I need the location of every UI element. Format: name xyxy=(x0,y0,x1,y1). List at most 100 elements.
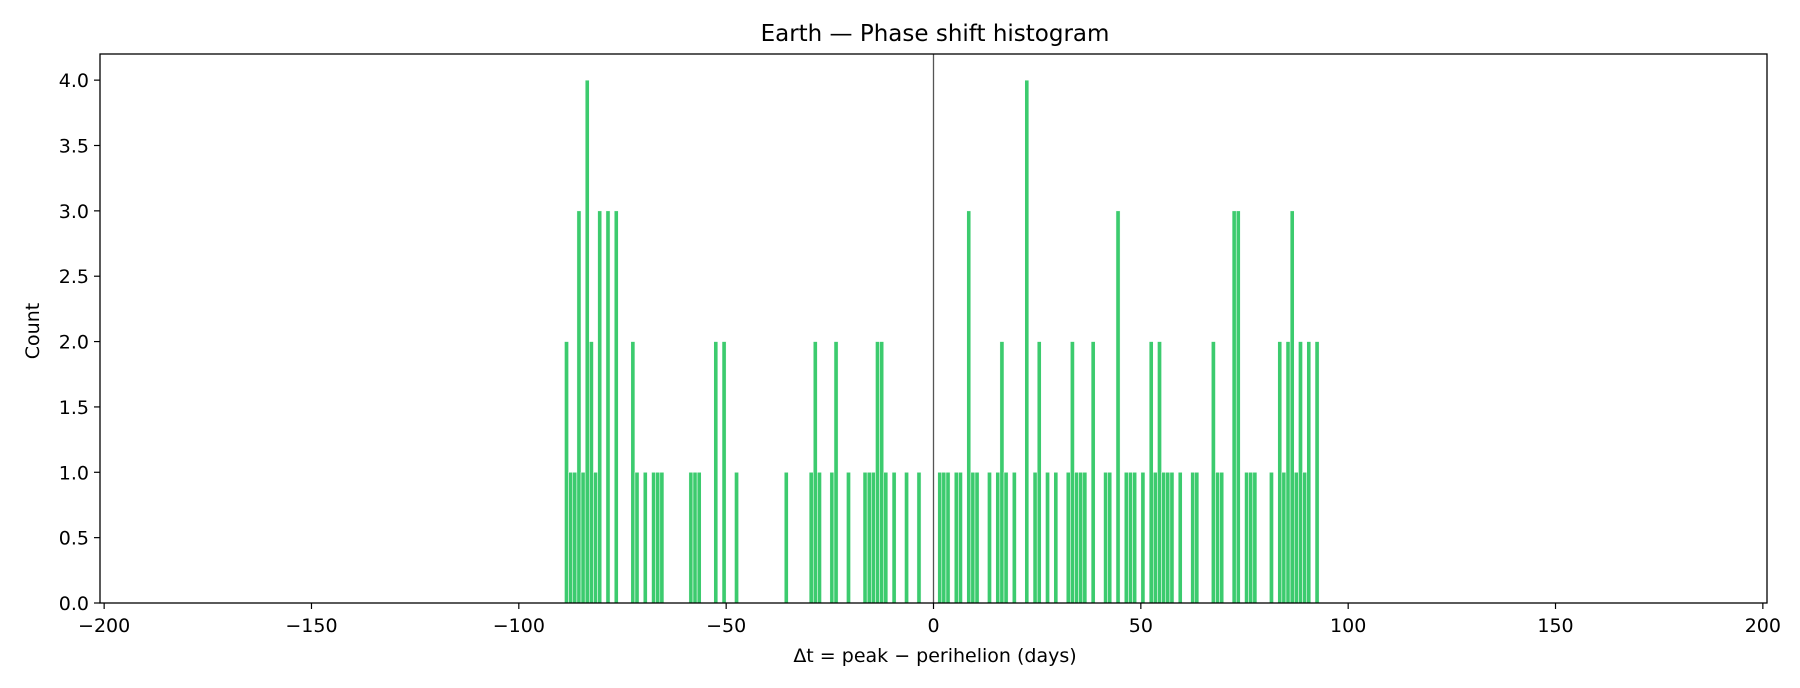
histogram-bar xyxy=(1298,341,1303,604)
histogram-bar xyxy=(941,472,947,604)
histogram-bar xyxy=(999,341,1005,604)
histogram-bar xyxy=(564,341,569,604)
histogram-bar xyxy=(1024,79,1030,604)
x-tick-label: −150 xyxy=(285,615,337,637)
histogram-bar xyxy=(721,341,727,604)
histogram-bar xyxy=(1132,472,1137,604)
histogram-bar xyxy=(1070,341,1075,604)
histogram-bar xyxy=(1169,472,1175,604)
histogram-bar xyxy=(1281,472,1287,604)
histogram-bar xyxy=(1161,472,1166,604)
histogram-bar xyxy=(904,472,909,604)
histogram-bar xyxy=(1078,472,1084,604)
histogram-bar xyxy=(1036,341,1042,604)
histogram-bar xyxy=(1165,472,1171,604)
histogram-bar xyxy=(953,472,959,604)
y-tick-label: 2.5 xyxy=(59,266,89,288)
histogram-bar xyxy=(593,472,598,604)
histogram-bar xyxy=(696,472,702,604)
histogram-bar xyxy=(883,472,889,604)
histogram-bar xyxy=(862,472,868,604)
histogram-bar xyxy=(1090,341,1096,604)
histogram-bar xyxy=(833,341,839,604)
histogram-bar xyxy=(1053,472,1059,604)
histogram-bar xyxy=(1103,472,1108,604)
histogram-bar xyxy=(692,472,698,604)
histogram-bar xyxy=(1107,472,1113,604)
histogram-bar xyxy=(1115,210,1121,604)
histogram-bar xyxy=(1003,472,1009,604)
histogram-bar xyxy=(871,472,876,604)
histogram-bar xyxy=(576,210,582,604)
histogram-bar xyxy=(1074,472,1079,604)
histogram-bar xyxy=(655,472,661,604)
histogram-bar xyxy=(970,472,976,604)
histogram-bar xyxy=(1211,341,1216,604)
x-tick-label: −100 xyxy=(493,615,545,637)
y-tick-label: 0.0 xyxy=(59,593,89,615)
histogram-bar xyxy=(783,472,789,604)
histogram-bar xyxy=(916,472,922,604)
histogram-bar xyxy=(1140,472,1146,604)
x-tick-label: −50 xyxy=(706,615,746,637)
y-axis-label: Count xyxy=(22,303,44,359)
histogram-bar xyxy=(713,341,719,604)
x-axis-label: Δt = peak − perihelion (days) xyxy=(793,645,1076,667)
y-tick-label: 4.0 xyxy=(59,70,89,92)
histogram-bar xyxy=(829,472,835,604)
histogram-bar xyxy=(1124,472,1129,604)
histogram-bar xyxy=(1153,472,1158,604)
x-tick-label: 0 xyxy=(927,615,939,637)
histogram-bar xyxy=(659,472,665,604)
histogram-bar xyxy=(808,472,814,604)
histogram-bar xyxy=(1128,472,1133,604)
histogram-bar xyxy=(1289,210,1295,604)
histogram-bar xyxy=(945,472,951,604)
histogram-bar xyxy=(605,210,611,604)
histogram-bar xyxy=(642,472,648,604)
histogram-bar xyxy=(891,472,897,604)
y-tick-label: 3.0 xyxy=(59,201,89,223)
histogram-bar xyxy=(1244,472,1249,604)
y-tick-label: 2.0 xyxy=(59,332,89,354)
histogram-bar xyxy=(966,210,972,604)
histogram-bar xyxy=(879,341,884,604)
histogram-bar xyxy=(688,472,694,604)
bars-group xyxy=(564,79,1320,604)
histogram-bar xyxy=(1302,472,1307,604)
x-tick-label: 200 xyxy=(1745,615,1781,637)
histogram-bar xyxy=(987,472,992,604)
y-tick-label: 1.0 xyxy=(59,462,89,484)
histogram-bar xyxy=(1045,472,1050,604)
histogram-bar xyxy=(1219,472,1225,604)
x-tick-label: −200 xyxy=(78,615,130,637)
histogram-bar xyxy=(1215,472,1220,604)
histogram-bar xyxy=(1248,472,1254,604)
y-tick-label: 0.5 xyxy=(59,528,89,550)
histogram-bar xyxy=(875,341,880,604)
histogram-bar xyxy=(568,472,573,604)
histogram-bar xyxy=(995,472,1001,604)
histogram-bar xyxy=(580,472,586,604)
histogram-bar xyxy=(634,472,640,604)
x-tick-label: 100 xyxy=(1330,615,1366,637)
histogram-bar xyxy=(846,472,851,604)
chart-title: Earth — Phase shift histogram xyxy=(761,21,1110,47)
histogram-bar xyxy=(589,341,594,604)
histogram-bar xyxy=(1157,341,1162,604)
histogram-bar xyxy=(1032,472,1038,604)
histogram-bar xyxy=(1252,472,1258,604)
histogram-bar xyxy=(630,341,636,604)
histogram-bar xyxy=(866,472,872,604)
histogram-bar xyxy=(1269,472,1274,604)
histogram-bar xyxy=(613,210,619,604)
histogram-bar xyxy=(1065,472,1071,604)
histogram-bar xyxy=(817,472,822,604)
histogram-bar xyxy=(572,472,578,604)
x-axis-ticks: −200 −150 −100 −50 0 50 100 150 200 xyxy=(78,603,1781,637)
histogram-bar xyxy=(734,472,739,604)
histogram-bar xyxy=(584,79,590,604)
histogram-bar xyxy=(974,472,980,604)
histogram-bar xyxy=(1294,472,1299,604)
